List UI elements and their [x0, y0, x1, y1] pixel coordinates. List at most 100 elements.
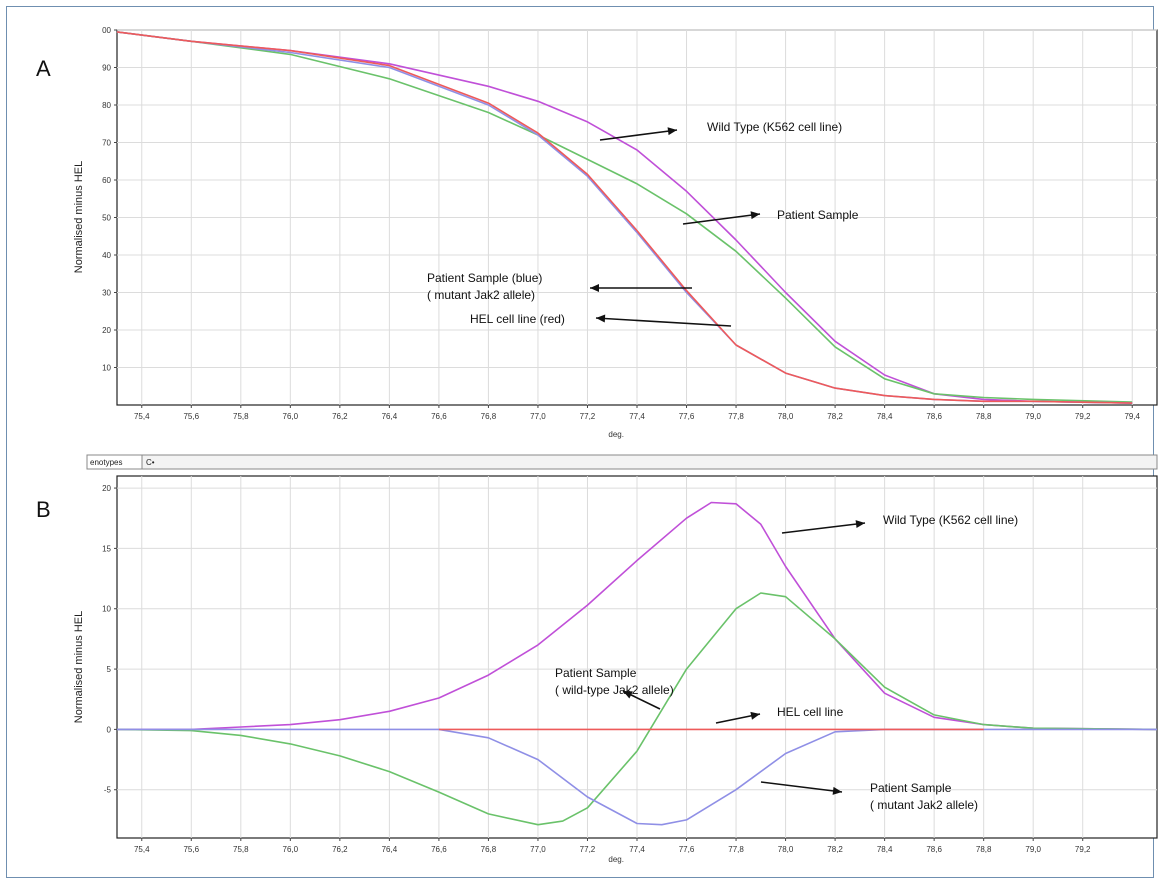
annotation-text: ( mutant Jak2 allele) [870, 798, 978, 812]
x-tick-label: 79,0 [1025, 412, 1041, 421]
x-tick-label: 78,2 [827, 412, 843, 421]
x-tick-label: 76,6 [431, 845, 447, 854]
annotation-text: HEL cell line [777, 705, 844, 719]
x-tick-label: 76,8 [481, 412, 497, 421]
x-tick-label: 76,8 [481, 845, 497, 854]
annotation-arrow [760, 781, 843, 793]
arrow-head [667, 127, 677, 136]
annotation-text: Patient Sample [555, 666, 637, 680]
annotation-arrow [599, 129, 678, 141]
y-tick-label: 70 [102, 139, 111, 148]
panel-label: B [36, 497, 51, 522]
x-tick-label: 78,8 [976, 845, 992, 854]
y-tick-label: 20 [102, 484, 111, 493]
tab-genotypes[interactable] [86, 454, 143, 470]
series-line-3 [117, 728, 1157, 826]
annotation-4: Patient Sample ( mutant Jak2 allele) [760, 781, 978, 812]
series-line-2 [116, 31, 1133, 403]
y-axis-label: Normalised minus HEL [73, 611, 85, 723]
x-tick-label: 78,0 [778, 845, 794, 854]
x-tick-label: 75,6 [183, 845, 199, 854]
x-tick-label: 75,4 [134, 845, 150, 854]
annotation-arrow [682, 213, 761, 225]
x-tick-label: 78,6 [926, 845, 942, 854]
y-tick-label: 50 [102, 214, 111, 223]
annotation-4: HEL cell line (red) [470, 312, 732, 327]
y-tick-label: 30 [102, 289, 111, 298]
annotation-3: HEL cell line [715, 705, 844, 724]
arrow-head [623, 691, 633, 699]
y-tick-label: 10 [102, 364, 111, 373]
x-axis-label: deg. [608, 430, 624, 439]
annotation-arrow [595, 317, 732, 327]
x-tick-label: 77,6 [679, 412, 695, 421]
y-axis-label: Normalised minus HEL [73, 161, 85, 273]
x-tick-label: 75,4 [134, 412, 150, 421]
y-tick-label: 0 [107, 725, 112, 734]
panel-label: A [36, 56, 51, 81]
annotation-2: Patient Sample ( wild-type Jak2 allele) [555, 666, 674, 710]
arrow-head [750, 711, 760, 720]
x-tick-label: 76,2 [332, 845, 348, 854]
chart-panel-a: 75,4 75,6 75,8 76,0 76,2 76,4 76,6 76,8 77,0 77,2… [36, 26, 1158, 439]
y-tick-label: 00 [102, 26, 111, 35]
y-tick-label: 5 [107, 665, 112, 674]
tab-c-label: C• [146, 458, 155, 467]
x-tick-label: 79,2 [1075, 845, 1091, 854]
chart-panel-b: 75,4 75,6 75,8 76,0 76,2 76,4 76,6 76,8 77,0 77,2… [36, 475, 1158, 864]
x-axis-label: deg. [608, 855, 624, 864]
annotation-arrow [781, 522, 866, 534]
annotation-text: ( wild-type Jak2 allele) [555, 683, 674, 697]
annotation-text: Wild Type (K562 cell line) [707, 120, 842, 134]
series-line-2 [116, 592, 1158, 826]
x-tick-label: 77,8 [728, 845, 744, 854]
x-tick-label: 77,4 [629, 412, 645, 421]
annotation-3: Patient Sample (blue) ( mutant Jak2 allel… [427, 271, 692, 302]
annotation-2: Patient Sample [682, 208, 859, 225]
annotation-1: Wild Type (K562 cell line) [599, 120, 842, 141]
x-tick-label: 75,6 [183, 412, 199, 421]
x-tick-label: 76,6 [431, 412, 447, 421]
y-tick-label: 20 [102, 326, 111, 335]
y-tick-label: -5 [104, 786, 112, 795]
x-tick-label: 79,2 [1075, 412, 1091, 421]
series-line-4 [116, 31, 1133, 404]
x-tick-label: 77,6 [679, 845, 695, 854]
arrow-head [596, 314, 606, 323]
arrow-head [855, 520, 865, 529]
x-tick-label: 78,0 [778, 412, 794, 421]
annotation-text: ( mutant Jak2 allele) [427, 288, 535, 302]
x-tick-label: 76,0 [283, 845, 299, 854]
annotation-text: HEL cell line (red) [470, 312, 565, 326]
x-tick-label: 78,8 [976, 412, 992, 421]
x-tick-label: 78,4 [877, 845, 893, 854]
arrow-head [832, 786, 842, 795]
x-tick-label: 77,4 [629, 845, 645, 854]
genotypes-tab-strip[interactable]: enotypes C• [86, 454, 1158, 470]
x-tick-label: 77,0 [530, 412, 546, 421]
annotation-text: Patient Sample [777, 208, 859, 222]
x-tick-label: 75,8 [233, 412, 249, 421]
x-tick-label: 79,4 [1124, 412, 1140, 421]
x-tick-label: 76,4 [382, 412, 398, 421]
arrow-head [590, 284, 599, 292]
x-tick-label: 77,2 [580, 412, 596, 421]
annotation-1: Wild Type (K562 cell line) [781, 513, 1018, 534]
x-tick-label: 78,6 [926, 412, 942, 421]
gridlines [117, 29, 1157, 405]
x-tick-label: 78,4 [877, 412, 893, 421]
tab-genotypes-label: enotypes [90, 458, 122, 467]
x-tick-label: 77,8 [728, 412, 744, 421]
x-tick-label: 75,8 [233, 845, 249, 854]
x-tick-label: 77,2 [580, 845, 596, 854]
annotation-text: Wild Type (K562 cell line) [883, 513, 1018, 527]
tab-strip-bg [86, 454, 1158, 470]
y-tick-label: 60 [102, 176, 111, 185]
x-tick-label: 76,2 [332, 412, 348, 421]
x-tick-label: 76,0 [283, 412, 299, 421]
annotation-text: Patient Sample [870, 781, 952, 795]
y-tick-label: 80 [102, 101, 111, 110]
series-line-1 [117, 501, 1158, 731]
y-tick-label: 15 [102, 544, 111, 553]
